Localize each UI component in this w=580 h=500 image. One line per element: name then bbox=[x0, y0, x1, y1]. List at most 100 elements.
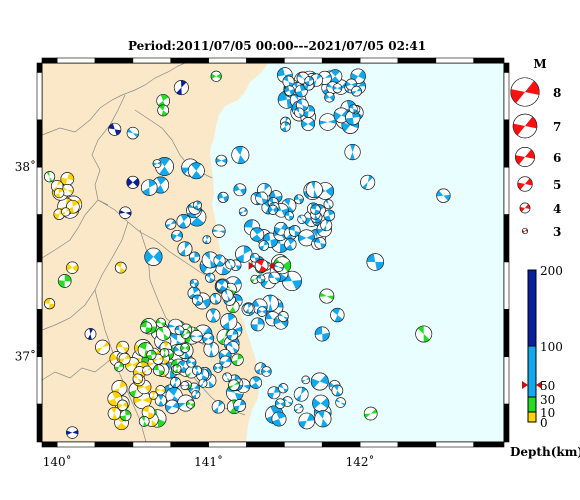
magnitude-label: 4 bbox=[553, 202, 561, 216]
focal-mechanism-icon bbox=[144, 247, 163, 266]
focal-mechanism-icon bbox=[50, 179, 64, 193]
focal-mechanism-icon bbox=[344, 143, 361, 161]
focal-mechanism-icon bbox=[436, 188, 451, 203]
focal-mechanism-icon bbox=[170, 377, 181, 388]
earthquake-mechanisms bbox=[44, 67, 451, 439]
focal-mechanism-icon bbox=[301, 117, 315, 131]
lon-tick-label: 141˚ bbox=[194, 454, 223, 469]
magnitude-label: 6 bbox=[553, 151, 561, 165]
focal-mechanism-icon bbox=[216, 279, 229, 292]
focal-mechanism-icon bbox=[222, 372, 232, 383]
focal-mechanism-icon bbox=[119, 409, 132, 422]
focal-mechanism-icon bbox=[348, 104, 358, 114]
depth-label: 100 bbox=[540, 340, 563, 354]
focal-mechanism-icon bbox=[297, 214, 307, 224]
magnitude-label: 5 bbox=[553, 178, 561, 192]
focal-mechanism-icon bbox=[256, 306, 268, 317]
focal-mechanism-icon bbox=[66, 426, 79, 439]
lon-tick-label: 142˚ bbox=[346, 454, 375, 469]
focal-mechanism-icon bbox=[323, 209, 336, 222]
focal-mechanism-icon bbox=[44, 171, 56, 183]
focal-mechanism-icon bbox=[366, 253, 384, 271]
focal-mechanism-icon bbox=[314, 326, 330, 342]
focal-mechanism-icon bbox=[206, 308, 221, 323]
focal-mechanism-icon bbox=[273, 261, 284, 272]
lat-tick-label: 38˚ bbox=[15, 159, 36, 174]
focal-mechanism-icon bbox=[319, 288, 335, 304]
focal-mechanism-icon bbox=[155, 317, 166, 328]
focal-mechanism-icon bbox=[156, 325, 171, 341]
focal-mechanism-icon bbox=[284, 238, 297, 251]
focal-mechanism-icon bbox=[323, 199, 334, 210]
focal-mechanism-icon bbox=[320, 219, 333, 232]
focal-mechanism-icon bbox=[126, 126, 140, 140]
focal-mechanism-icon bbox=[261, 366, 272, 377]
focal-mechanism-icon bbox=[155, 385, 166, 396]
focal-mechanism-icon bbox=[116, 340, 130, 354]
focal-mechanism-icon bbox=[180, 381, 190, 390]
map-area bbox=[36, 57, 510, 448]
focal-mechanism-icon bbox=[159, 348, 170, 358]
depth-label: 30 bbox=[540, 393, 555, 407]
focal-mechanism-icon bbox=[153, 364, 165, 377]
focal-mechanism-icon bbox=[512, 113, 538, 139]
focal-mechanism-icon bbox=[213, 363, 223, 373]
focal-mechanism-icon bbox=[201, 251, 219, 269]
focal-mechanism-icon bbox=[298, 412, 315, 430]
magnitude-legend: M 8 7 6 5 4 3 bbox=[510, 57, 561, 239]
depth-band-deep bbox=[528, 270, 536, 346]
focal-mechanism-icon bbox=[288, 225, 301, 237]
focal-mechanism-icon bbox=[176, 214, 191, 229]
depth-marker-right bbox=[536, 381, 542, 389]
depth-band-intermediate bbox=[528, 346, 536, 397]
focal-mechanism-icon bbox=[314, 237, 327, 249]
focal-mechanism-icon bbox=[238, 207, 248, 217]
focal-mechanism-icon bbox=[165, 399, 180, 414]
depth-label: 0 bbox=[540, 416, 548, 430]
focal-mechanism-icon bbox=[212, 224, 226, 238]
focal-mechanism-icon bbox=[171, 229, 183, 242]
focal-mechanism-icon bbox=[235, 245, 253, 263]
focal-mechanism-icon bbox=[221, 289, 234, 302]
focal-mechanism-icon bbox=[249, 376, 263, 389]
focal-mechanism-icon bbox=[250, 252, 260, 263]
depth-band-surface bbox=[528, 412, 536, 422]
focal-mechanism-icon bbox=[517, 176, 533, 192]
focal-mechanism-icon bbox=[141, 405, 156, 419]
focal-mechanism-icon bbox=[57, 274, 72, 288]
magnitude-label: 8 bbox=[553, 86, 561, 100]
focal-mechanism-icon bbox=[332, 83, 343, 94]
map-frame bbox=[36, 57, 510, 448]
focal-mechanism-icon bbox=[250, 317, 265, 332]
focal-mechanism-icon bbox=[226, 341, 240, 354]
focal-mechanism-icon bbox=[205, 272, 216, 283]
focal-mechanism-icon bbox=[191, 294, 204, 306]
focal-mechanism-icon bbox=[256, 274, 266, 284]
focal-mechanism-icon bbox=[114, 361, 124, 372]
focal-mechanism-icon bbox=[293, 386, 309, 402]
focal-mechanism-icon bbox=[305, 181, 323, 199]
focal-mechanism-icon bbox=[210, 70, 222, 82]
focal-mechanism-icon bbox=[172, 364, 182, 374]
focal-mechanism-icon bbox=[231, 353, 244, 366]
focal-mechanism-icon bbox=[165, 218, 177, 230]
focal-mechanism-icon bbox=[312, 394, 330, 412]
depth-scale-title: Depth(km) bbox=[510, 445, 580, 459]
focal-mechanism-icon bbox=[301, 375, 311, 385]
focal-mechanism-icon bbox=[228, 379, 240, 391]
focal-mechanism-icon bbox=[66, 261, 79, 274]
focal-mechanism-icon bbox=[198, 378, 208, 388]
focal-mechanism-icon bbox=[258, 240, 270, 251]
focal-mechanism-icon bbox=[211, 400, 225, 414]
focal-mechanism-icon bbox=[233, 399, 247, 412]
focal-mechanism-icon bbox=[510, 77, 540, 107]
focal-mechanism-icon bbox=[187, 162, 205, 180]
focal-mechanism-icon bbox=[328, 69, 343, 84]
focal-mechanism-icon bbox=[284, 85, 295, 97]
focal-mechanism-icon bbox=[319, 113, 337, 131]
focal-mechanism-icon bbox=[515, 147, 535, 167]
focal-mechanism-icon bbox=[231, 145, 250, 164]
focal-mechanism-icon bbox=[95, 339, 111, 355]
focal-mechanism-icon bbox=[363, 406, 378, 421]
focal-mechanism-icon bbox=[116, 399, 129, 411]
